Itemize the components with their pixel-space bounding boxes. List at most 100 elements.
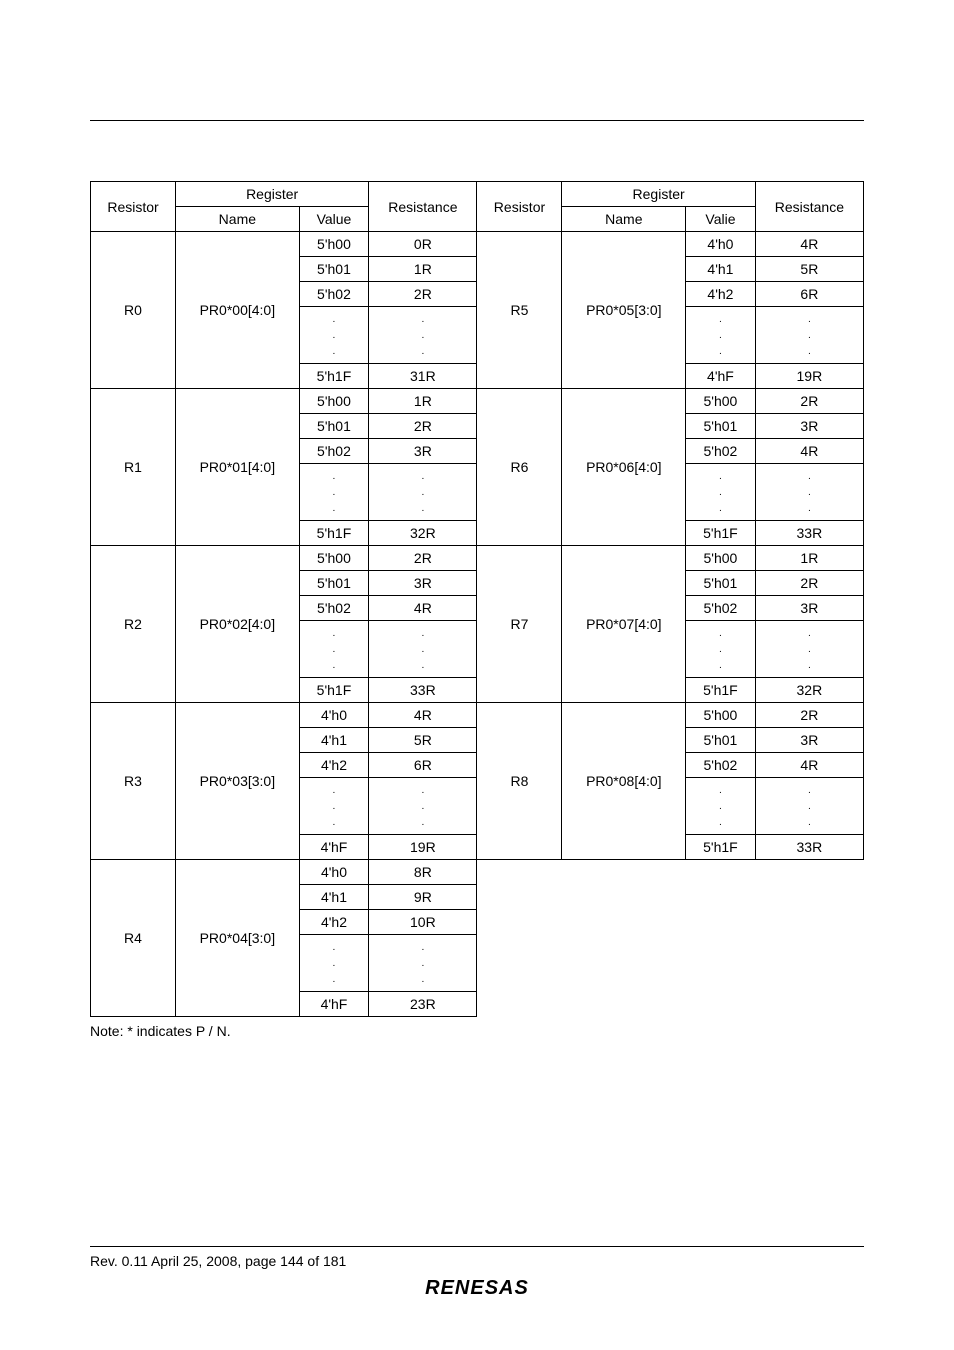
table-row: R3PR0*03[3:0]4'h04RR8PR0*08[4:0]5'h002R	[91, 703, 864, 728]
table-cell: 5'h00	[686, 703, 756, 728]
table-cell: 4R	[755, 753, 863, 778]
table-row: R4PR0*04[3:0]4'h08R	[91, 860, 864, 885]
table-cell: 3R	[755, 414, 863, 439]
table-cell: R3	[91, 703, 176, 860]
hdr-register-l: Register	[176, 182, 369, 207]
table-cell: R8	[477, 703, 562, 860]
table-cell: PR0*03[3:0]	[176, 703, 300, 860]
table-cell: 32R	[369, 521, 477, 546]
table-row: R0PR0*00[4:0]5'h000RR5PR0*05[3:0]4'h04R	[91, 232, 864, 257]
table-cell: 9R	[369, 885, 477, 910]
table-cell: ···	[299, 778, 369, 835]
table-cell: 1R	[369, 257, 477, 282]
hdr-resistance-l: Resistance	[369, 182, 477, 232]
table-cell: 3R	[369, 439, 477, 464]
hdr-name-l: Name	[176, 207, 300, 232]
table-cell: 5'h1F	[299, 678, 369, 703]
table-note: Note: * indicates P / N.	[90, 1023, 864, 1039]
table-cell: R1	[91, 389, 176, 546]
table-cell: 4R	[755, 439, 863, 464]
table-cell: ···	[299, 464, 369, 521]
table-cell: 3R	[755, 728, 863, 753]
table-cell: ···	[369, 621, 477, 678]
table-cell: 5'h01	[686, 728, 756, 753]
table-cell: 4'h2	[686, 282, 756, 307]
renesas-logo: RENESAS	[425, 1277, 529, 1299]
table-cell: 2R	[369, 546, 477, 571]
table-cell: 2R	[369, 414, 477, 439]
table-cell: 33R	[755, 521, 863, 546]
table-cell: 4'h1	[299, 728, 369, 753]
table-cell: 5'h02	[299, 282, 369, 307]
table-cell: 5'h01	[299, 414, 369, 439]
table-cell: 2R	[755, 389, 863, 414]
footer-text: Rev. 0.11 April 25, 2008, page 144 of 18…	[90, 1253, 864, 1269]
table-cell: PR0*06[4:0]	[562, 389, 686, 546]
table-cell: 4R	[369, 596, 477, 621]
table-cell: 4'h0	[299, 703, 369, 728]
table-cell: PR0*05[3:0]	[562, 232, 686, 389]
table-cell: ···	[686, 464, 756, 521]
table-cell: PR0*04[3:0]	[176, 860, 300, 1017]
hdr-resistor-l: Resistor	[91, 182, 176, 232]
table-cell: 3R	[369, 571, 477, 596]
hdr-name-r: Name	[562, 207, 686, 232]
table-cell: 5'h02	[686, 596, 756, 621]
hdr-valie-r: Valie	[686, 207, 756, 232]
table-cell: R4	[91, 860, 176, 1017]
hdr-resistance-r: Resistance	[755, 182, 863, 232]
table-cell: 33R	[369, 678, 477, 703]
table-cell: 6R	[369, 753, 477, 778]
table-cell	[562, 860, 686, 1017]
table-cell: 23R	[369, 992, 477, 1017]
table-cell	[755, 860, 863, 1017]
table-cell: PR0*02[4:0]	[176, 546, 300, 703]
table-header: Resistor Register Resistance Resistor Re…	[91, 182, 864, 232]
table-cell: 5'h00	[686, 546, 756, 571]
table-cell: R6	[477, 389, 562, 546]
table-cell: ···	[755, 464, 863, 521]
table-cell: 4'hF	[299, 835, 369, 860]
table-cell: ···	[299, 621, 369, 678]
table-cell: 1R	[369, 389, 477, 414]
table-cell: 5'h01	[299, 257, 369, 282]
table-cell: 5'h00	[686, 389, 756, 414]
table-cell: 5'h02	[686, 753, 756, 778]
table-cell: ···	[686, 307, 756, 364]
table-cell: ···	[299, 307, 369, 364]
table-cell	[477, 860, 562, 1017]
table-cell: 5'h02	[299, 439, 369, 464]
register-table: Resistor Register Resistance Resistor Re…	[90, 181, 864, 1017]
hdr-resistor-r: Resistor	[477, 182, 562, 232]
table-cell: PR0*00[4:0]	[176, 232, 300, 389]
table-cell: 4'h1	[686, 257, 756, 282]
table-cell: ···	[686, 621, 756, 678]
table-body: R0PR0*00[4:0]5'h000RR5PR0*05[3:0]4'h04R5…	[91, 232, 864, 1017]
table-cell: PR0*07[4:0]	[562, 546, 686, 703]
table-cell: 4'h2	[299, 753, 369, 778]
table-cell: 0R	[369, 232, 477, 257]
table-cell: 2R	[755, 703, 863, 728]
table-cell: ···	[686, 778, 756, 835]
table-cell: 31R	[369, 364, 477, 389]
table-cell: ···	[369, 464, 477, 521]
table-cell: 2R	[755, 571, 863, 596]
table-cell: 4R	[755, 232, 863, 257]
table-cell: 5R	[369, 728, 477, 753]
table-cell: 5'h1F	[299, 521, 369, 546]
table-cell: ···	[369, 307, 477, 364]
table-cell: 10R	[369, 910, 477, 935]
table-cell: R0	[91, 232, 176, 389]
table-cell: ···	[755, 778, 863, 835]
table-cell: 5'h1F	[299, 364, 369, 389]
table-cell: ···	[369, 935, 477, 992]
table-cell: 5'h01	[686, 571, 756, 596]
table-cell: 33R	[755, 835, 863, 860]
footer: Rev. 0.11 April 25, 2008, page 144 of 18…	[90, 1246, 864, 1300]
table-cell: ···	[299, 935, 369, 992]
table-cell: 5'h00	[299, 232, 369, 257]
table-cell: PR0*01[4:0]	[176, 389, 300, 546]
table-cell: 19R	[755, 364, 863, 389]
table-cell: 4'h0	[686, 232, 756, 257]
table-cell: PR0*08[4:0]	[562, 703, 686, 860]
